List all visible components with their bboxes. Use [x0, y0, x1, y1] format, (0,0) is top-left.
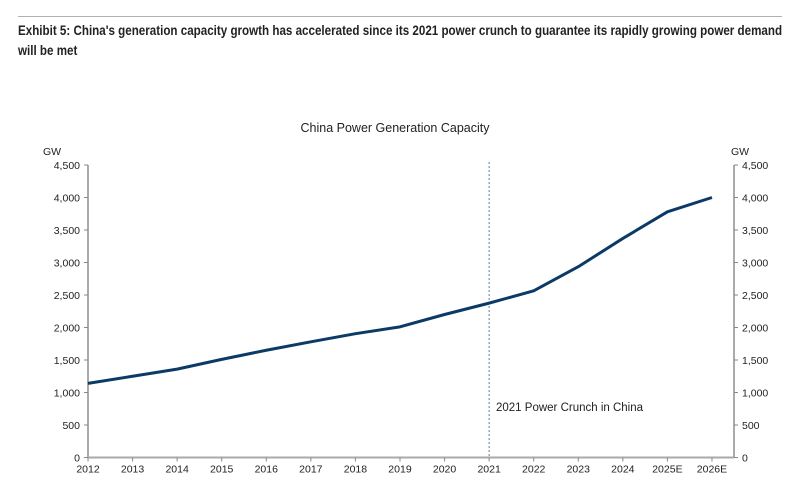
y-axis-left-label: GW	[43, 146, 61, 158]
annotation-label: 2021 Power Crunch in China	[496, 402, 644, 414]
y-tick-label-left: 2,500	[54, 290, 80, 302]
y-tick-label-right: 4,000	[742, 193, 768, 205]
x-tick-label: 2015	[210, 464, 234, 476]
y-tick-label-right: 2,500	[742, 290, 768, 302]
x-tick-label: 2021	[477, 464, 501, 476]
y-tick-label-left: 4,500	[54, 160, 80, 172]
y-tick-label-left: 2,000	[54, 323, 80, 335]
y-tick-label-right: 3,500	[742, 225, 768, 237]
y-tick-label-left: 1,000	[54, 388, 80, 400]
exhibit-title: Exhibit 5: China's generation capacity g…	[18, 23, 783, 58]
x-tick-label: 2014	[165, 464, 189, 476]
x-tick-label: 2019	[388, 464, 412, 476]
y-tick-label-right: 0	[742, 453, 748, 465]
x-tick-label: 2022	[522, 464, 546, 476]
x-tick-label: 2020	[433, 464, 457, 476]
y-tick-label-right: 1,500	[742, 355, 768, 367]
x-tick-label: 2026E	[697, 464, 727, 476]
y-tick-label-left: 0	[74, 453, 80, 465]
x-tick-label: 2018	[344, 464, 368, 476]
x-tick-label: 2013	[121, 464, 145, 476]
x-tick-label: 2012	[76, 464, 100, 476]
y-axis-right-label: GW	[731, 146, 749, 158]
y-tick-label-right: 4,500	[742, 160, 768, 172]
y-tick-label-right: 500	[742, 420, 760, 432]
x-tick-label: 2025E	[652, 464, 682, 476]
x-tick-label: 2023	[567, 464, 591, 476]
y-tick-label-right: 3,000	[742, 258, 768, 270]
y-tick-label-left: 500	[62, 420, 80, 432]
y-tick-label-left: 1,500	[54, 355, 80, 367]
x-tick-label: 2024	[611, 464, 635, 476]
x-tick-label: 2017	[299, 464, 323, 476]
y-tick-label-left: 3,500	[54, 225, 80, 237]
chart-title: China Power Generation Capacity	[301, 121, 491, 135]
capacity-series-line	[87, 196, 713, 385]
y-tick-label-right: 2,000	[742, 323, 768, 335]
x-tick-label: 2016	[255, 464, 279, 476]
y-tick-label-left: 3,000	[54, 258, 80, 270]
top-rule	[18, 16, 782, 17]
y-tick-label-right: 1,000	[742, 388, 768, 400]
y-tick-label-left: 4,000	[54, 193, 80, 205]
